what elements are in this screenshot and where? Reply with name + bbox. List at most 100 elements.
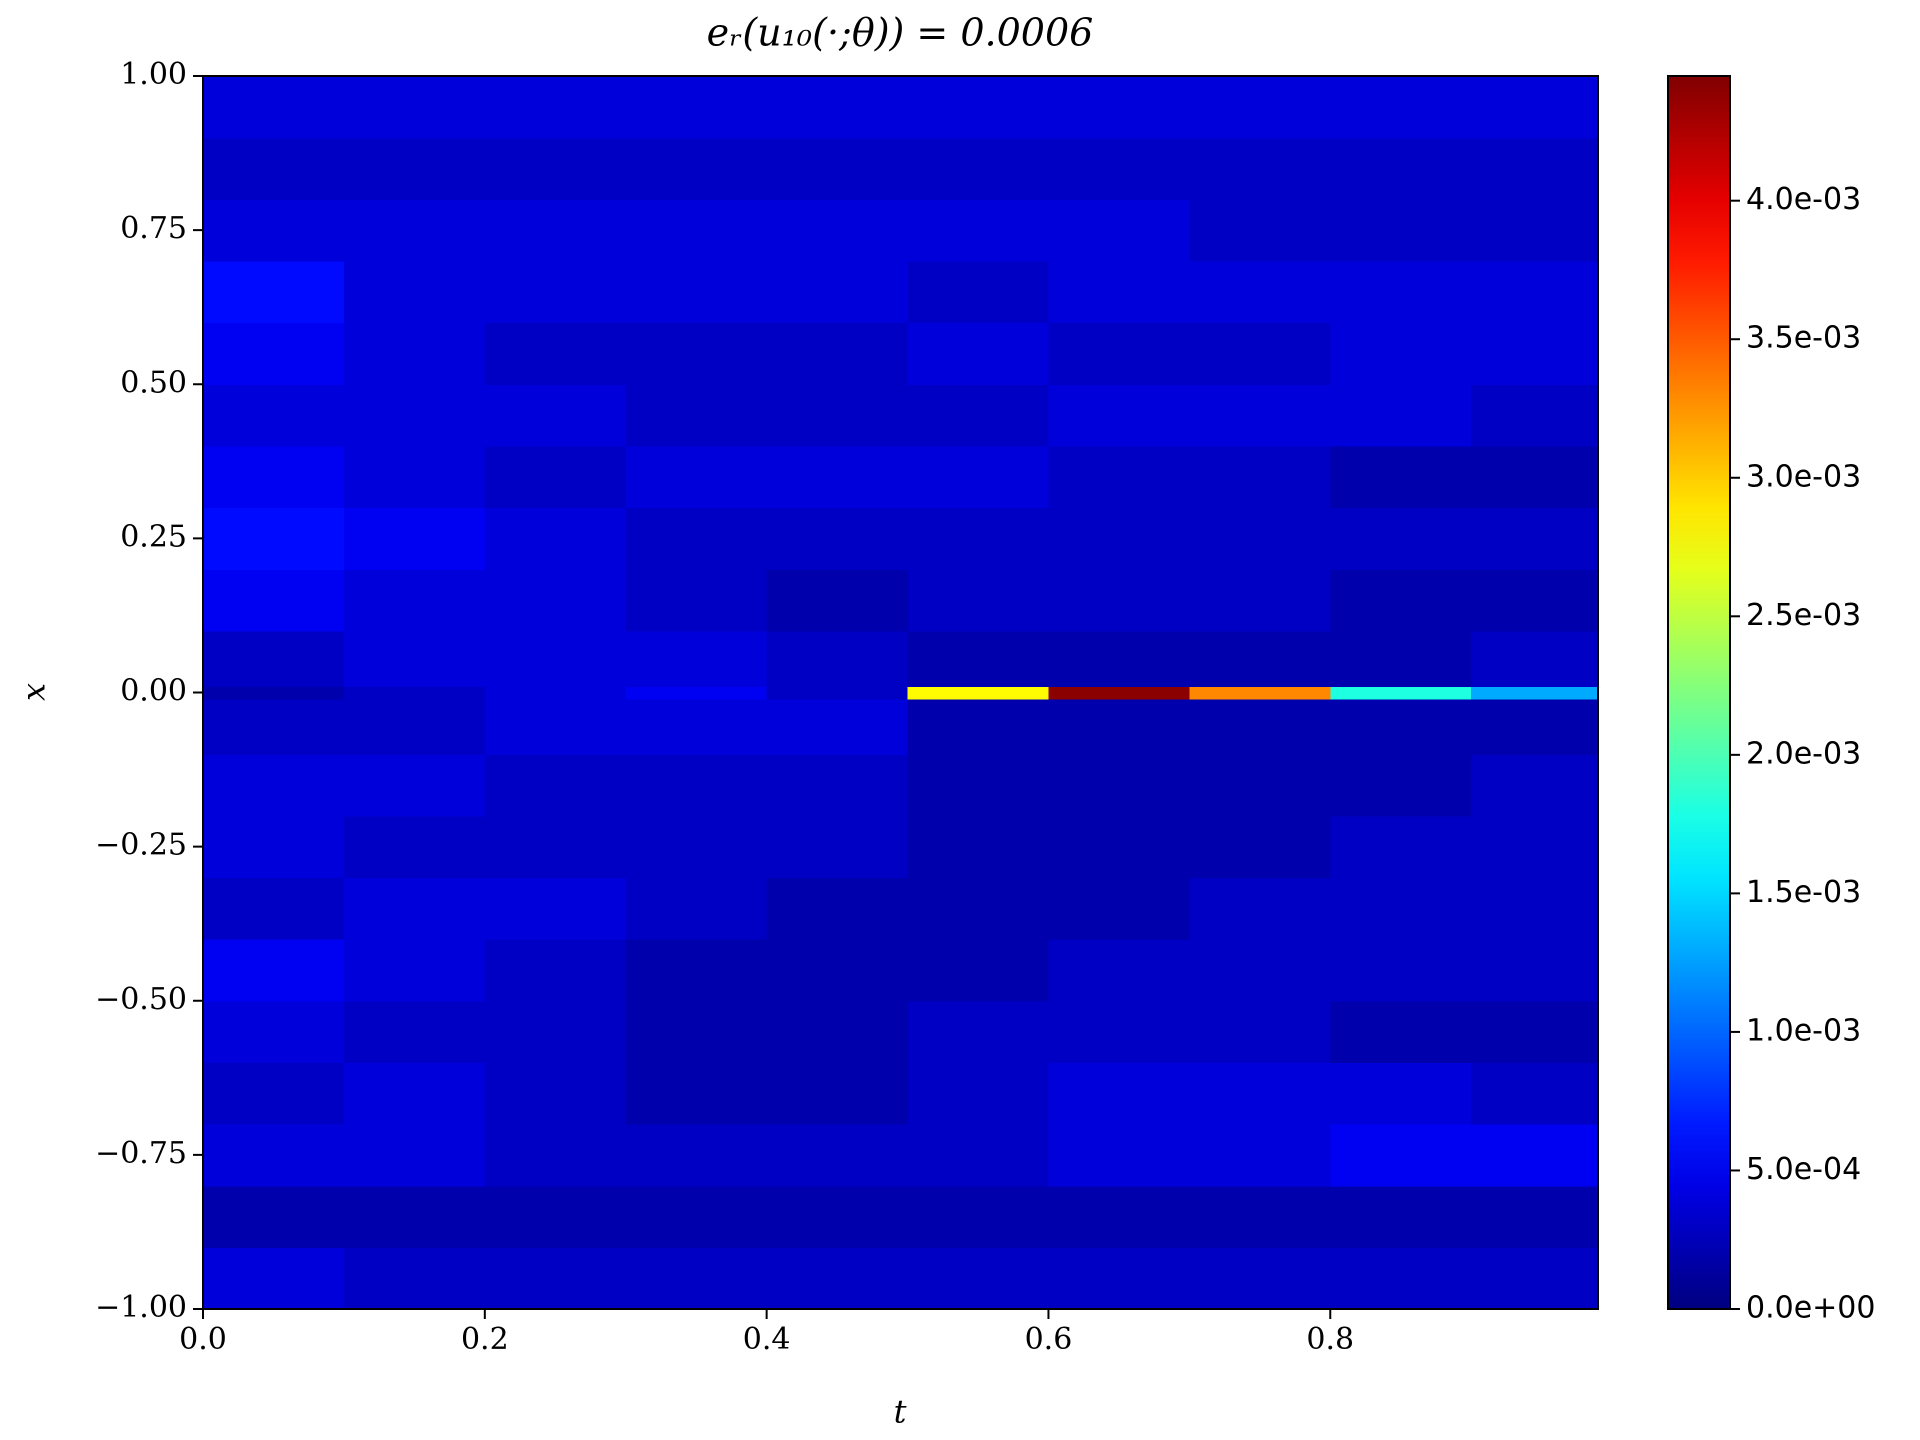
heatmap-cell — [1471, 507, 1599, 570]
heatmap-cell — [766, 445, 909, 509]
y-tick-label: −1.00 — [95, 1290, 187, 1325]
x-axis-label: t — [894, 1393, 907, 1431]
heatmap-cell — [907, 754, 1050, 817]
heatmap-cell — [484, 1062, 627, 1125]
heatmap-cell — [343, 698, 486, 755]
heatmap-cell — [625, 686, 768, 700]
heatmap-cell — [203, 1062, 345, 1125]
heatmap-cell — [1189, 686, 1331, 700]
heatmap-cell — [907, 939, 1050, 1002]
heatmap-cell — [203, 939, 345, 1002]
heatmap-cell — [1189, 445, 1331, 509]
heatmap-cell — [1048, 445, 1190, 509]
heatmap-cell — [1471, 815, 1599, 879]
heatmap-cell — [203, 76, 345, 139]
heatmap-cell — [1330, 630, 1472, 687]
colorbar — [1667, 75, 1731, 1310]
heatmap-cell — [907, 445, 1050, 509]
heatmap-cell — [484, 815, 627, 879]
heatmap-cell — [1048, 384, 1190, 447]
heatmap-cell — [1471, 686, 1599, 700]
y-axis-label: x — [15, 683, 53, 701]
heatmap-cell — [1471, 877, 1599, 940]
heatmap-cell — [203, 1185, 345, 1248]
heatmap-cell — [203, 1247, 345, 1310]
heatmap-cell — [1330, 322, 1472, 385]
heatmap-cell — [484, 322, 627, 385]
heatmap-cell — [343, 1000, 486, 1063]
heatmap-cell — [907, 569, 1050, 632]
heatmap-cell — [625, 445, 768, 509]
heatmap-cell — [343, 939, 486, 1002]
heatmap-cell — [203, 569, 345, 632]
heatmap-cell — [1048, 76, 1190, 139]
heatmap-cell — [1189, 754, 1331, 817]
colorbar-tick-label: 2.0e-03 — [1746, 736, 1861, 771]
heatmap-cell — [907, 76, 1050, 139]
heatmap-cell — [343, 1124, 486, 1187]
heatmap-cell — [1330, 1062, 1472, 1125]
heatmap-cell — [907, 1124, 1050, 1187]
heatmap-cell — [766, 1000, 909, 1063]
heatmap-cell — [625, 1124, 768, 1187]
heatmap-cell — [1189, 322, 1331, 385]
heatmap-cell — [343, 76, 486, 139]
heatmap-cell — [1048, 698, 1190, 755]
heatmap-cell — [766, 1185, 909, 1248]
heatmap-cell — [766, 199, 909, 262]
heatmap — [203, 76, 1599, 1310]
heatmap-cell — [1189, 569, 1331, 632]
heatmap-cell — [766, 939, 909, 1002]
heatmap-cell — [766, 76, 909, 139]
heatmap-cell — [766, 754, 909, 817]
heatmap-cell — [1048, 1247, 1190, 1310]
heatmap-cell — [203, 322, 345, 385]
heatmap-cell — [203, 1124, 345, 1187]
heatmap-cell — [1048, 1185, 1190, 1248]
heatmap-cell — [1330, 686, 1472, 700]
heatmap-cell — [343, 445, 486, 509]
heatmap-cell — [343, 754, 486, 817]
heatmap-cell — [1330, 445, 1472, 509]
heatmap-cell — [1471, 76, 1599, 139]
heatmap-cell — [1330, 384, 1472, 447]
heatmap-cell — [1471, 1000, 1599, 1063]
heatmap-cell — [1471, 260, 1599, 324]
x-tick-label: 0.2 — [461, 1322, 509, 1357]
heatmap-cell — [1048, 1000, 1190, 1063]
heatmap-cell — [1189, 199, 1331, 262]
heatmap-cell — [625, 939, 768, 1002]
heatmap-cell — [1048, 877, 1190, 940]
heatmap-cell — [625, 137, 768, 200]
y-tick-label: 0.00 — [120, 674, 187, 709]
y-tick-label: 0.75 — [120, 211, 187, 246]
heatmap-cell — [1048, 260, 1190, 324]
heatmap-cell — [1471, 445, 1599, 509]
heatmap-cell — [1189, 698, 1331, 755]
x-tick-label: 0.8 — [1306, 1322, 1354, 1357]
heatmap-cell — [203, 260, 345, 324]
heatmap-cell — [484, 939, 627, 1002]
heatmap-cell — [907, 630, 1050, 687]
heatmap-cell — [1189, 1247, 1331, 1310]
heatmap-cell — [1189, 507, 1331, 570]
heatmap-cell — [625, 698, 768, 755]
heatmap-cell — [766, 877, 909, 940]
x-tick-label: 0.0 — [179, 1322, 227, 1357]
heatmap-cell — [1330, 569, 1472, 632]
heatmap-cell — [1048, 137, 1190, 200]
heatmap-cell — [484, 76, 627, 139]
heatmap-cell — [1471, 137, 1599, 200]
heatmap-cell — [203, 815, 345, 879]
y-tick-label: −0.25 — [95, 828, 187, 863]
heatmap-cell — [484, 384, 627, 447]
heatmap-cell — [766, 686, 909, 700]
heatmap-cell — [766, 384, 909, 447]
heatmap-cell — [1471, 569, 1599, 632]
heatmap-cell — [907, 1000, 1050, 1063]
heatmap-cell — [625, 877, 768, 940]
heatmap-cell — [1048, 569, 1190, 632]
heatmap-cell — [343, 260, 486, 324]
heatmap-cell — [484, 1124, 627, 1187]
